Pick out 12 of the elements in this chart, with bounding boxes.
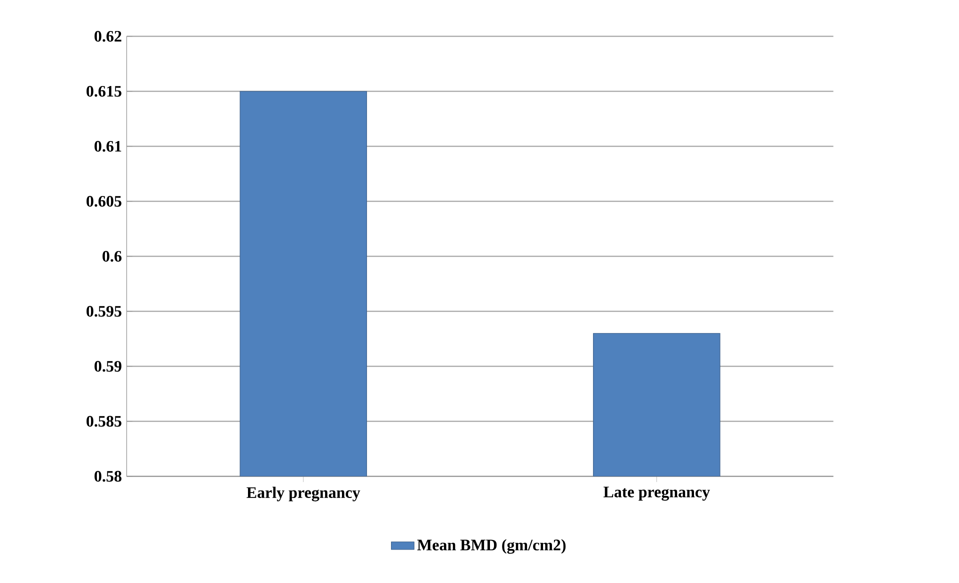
x-tick-label: Early pregnancy [246,486,360,502]
y-tick-label: 0.595 [86,306,122,317]
y-tick-label: 0.62 [94,30,122,42]
y-tick-label: 0.605 [86,196,122,207]
y-tick-label: 0.6 [102,250,122,262]
y-tick-label: 0.61 [94,140,122,152]
y-tick-label: 0.59 [94,360,122,372]
x-tick-label: Late pregnancy [604,486,710,501]
y-tick-label: 0.585 [86,416,122,427]
y-tick-label: 0.58 [94,470,122,482]
y-tick-label: 0.615 [86,86,122,97]
legend-label: Mean BMD (gm/cm2) [417,539,566,554]
